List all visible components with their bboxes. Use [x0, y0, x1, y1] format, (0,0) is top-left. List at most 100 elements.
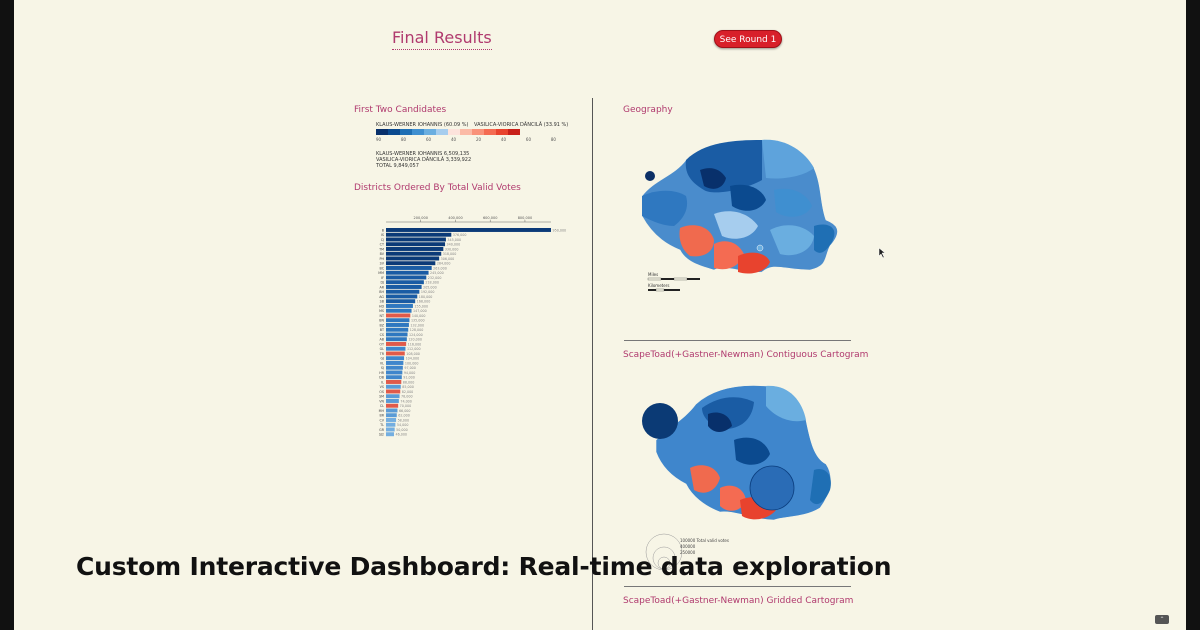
district-value-label: 205,000: [423, 285, 437, 289]
district-bar[interactable]: [386, 242, 446, 247]
district-bar[interactable]: [386, 413, 397, 418]
district-bar[interactable]: [386, 375, 402, 380]
district-bar[interactable]: [386, 361, 404, 365]
district-bar[interactable]: [386, 289, 420, 294]
svg-text:Miles: Miles: [648, 272, 658, 277]
district-bar[interactable]: [386, 432, 394, 437]
district-bar[interactable]: [386, 304, 413, 308]
district-label: DB: [379, 376, 385, 380]
district-bar[interactable]: [386, 313, 411, 318]
district-bar[interactable]: [386, 256, 440, 261]
district-bar[interactable]: [386, 261, 436, 266]
district-value-label: 135,000: [411, 319, 425, 323]
color-scale-ticks: 90 80 60 40 20 40 60 80: [376, 137, 556, 142]
cartogram-bucharest-bubble[interactable]: [642, 403, 678, 439]
district-bar[interactable]: [386, 403, 399, 408]
candidate-a-label: KLAUS-WERNER IOHANNIS (60.09 %): [376, 122, 469, 128]
district-label: BC: [379, 266, 384, 270]
district-value-label: 85,000: [402, 385, 414, 389]
district-label: BR: [379, 414, 384, 418]
district-bar[interactable]: [386, 247, 444, 251]
district-bar[interactable]: [386, 399, 399, 403]
district-bar[interactable]: [386, 394, 400, 399]
district-label: BV: [380, 252, 385, 256]
page-title: Final Results: [392, 28, 492, 50]
district-value-label: 104,000: [406, 357, 420, 361]
color-scale-swatch-blue: [424, 129, 436, 135]
see-round-1-button[interactable]: See Round 1: [714, 30, 782, 48]
district-bar[interactable]: [386, 266, 432, 270]
district-bar[interactable]: [386, 228, 551, 232]
district-bar[interactable]: [386, 365, 403, 370]
district-bar[interactable]: [386, 422, 396, 427]
section-title-geography: Geography: [623, 105, 673, 115]
column-divider: [592, 98, 593, 630]
district-bar[interactable]: [386, 308, 412, 313]
district-label: SV: [380, 262, 385, 266]
district-bar[interactable]: [386, 299, 416, 304]
district-value-label: 306,000: [441, 257, 455, 261]
section-title-contiguous: ScapeToad(+Gastner-Newman) Contiguous Ca…: [623, 350, 869, 360]
district-label: GR: [379, 428, 385, 432]
district-value-label: 100,000: [405, 361, 419, 365]
district-bar[interactable]: [386, 389, 401, 394]
district-value-label: 345,000: [447, 238, 461, 242]
district-bar[interactable]: [386, 251, 442, 256]
vote-totals: KLAUS-WERNER IOHANNIS 6,509,135 VASILICA…: [376, 151, 471, 169]
map-scale-bar: Miles Kilometers: [647, 272, 700, 292]
color-scale-tick: 40: [450, 137, 457, 142]
svg-text:250000: 250000: [680, 550, 696, 555]
district-bar[interactable]: [386, 427, 395, 432]
district-label: VS: [380, 385, 384, 389]
district-label: MH: [379, 409, 385, 413]
color-scale-swatch-red: [460, 129, 472, 135]
district-bar[interactable]: [386, 327, 409, 332]
color-scale-swatch-blue: [376, 129, 388, 135]
district-value-label: 54,000: [397, 423, 409, 427]
district-bar[interactable]: [386, 337, 407, 342]
district-value-label: 112,000: [407, 347, 421, 351]
district-bar[interactable]: [386, 356, 405, 361]
geography-bucharest-marker[interactable]: [645, 171, 655, 181]
district-label: MM: [378, 271, 384, 275]
district-bar[interactable]: [386, 237, 446, 242]
color-scale-tick: 40: [500, 137, 507, 142]
district-bar[interactable]: [386, 351, 405, 356]
overlay-caption: Custom Interactive Dashboard: Real-time …: [76, 552, 892, 581]
district-label: CT: [380, 243, 385, 247]
district-value-label: 62,000: [398, 414, 410, 418]
district-bar[interactable]: [386, 384, 401, 389]
geography-map[interactable]: [641, 139, 838, 274]
district-value-label: 82,000: [402, 390, 414, 394]
scroll-top-icon[interactable]: ⌃: [1155, 615, 1169, 624]
district-value-label: 340,000: [447, 243, 461, 247]
district-bar[interactable]: [386, 275, 427, 280]
district-bar[interactable]: [386, 294, 418, 299]
color-scale-tick: 60: [525, 137, 531, 142]
maps-canvas: Miles Kilometers 100000: [641, 139, 838, 571]
district-bar[interactable]: [386, 418, 397, 422]
bar-chart-tick-label: 400,000: [448, 216, 462, 220]
district-bar[interactable]: [386, 280, 424, 285]
bar-chart-tick-label: 200,000: [413, 216, 427, 220]
district-value-label: 120,000: [408, 338, 422, 342]
district-bar[interactable]: [386, 332, 408, 337]
color-scale-swatch-red: [448, 129, 460, 135]
svg-text:400000: 400000: [680, 544, 696, 549]
district-bar[interactable]: [386, 408, 398, 413]
district-bar[interactable]: [386, 323, 409, 327]
district-label: AB: [379, 338, 384, 342]
district-bar[interactable]: [386, 232, 452, 237]
district-bar[interactable]: [386, 370, 403, 375]
district-bar[interactable]: [386, 380, 402, 384]
color-scale-swatch-blue: [436, 129, 448, 135]
district-label: TL: [379, 423, 384, 427]
district-bar[interactable]: [386, 318, 410, 323]
district-bar[interactable]: [386, 285, 422, 289]
district-label: B: [382, 228, 385, 232]
district-bar[interactable]: [386, 346, 406, 351]
contiguous-cartogram[interactable]: [642, 385, 832, 521]
district-bar[interactable]: [386, 270, 429, 275]
district-value-label: 155,000: [414, 304, 428, 308]
district-bar[interactable]: [386, 342, 407, 346]
